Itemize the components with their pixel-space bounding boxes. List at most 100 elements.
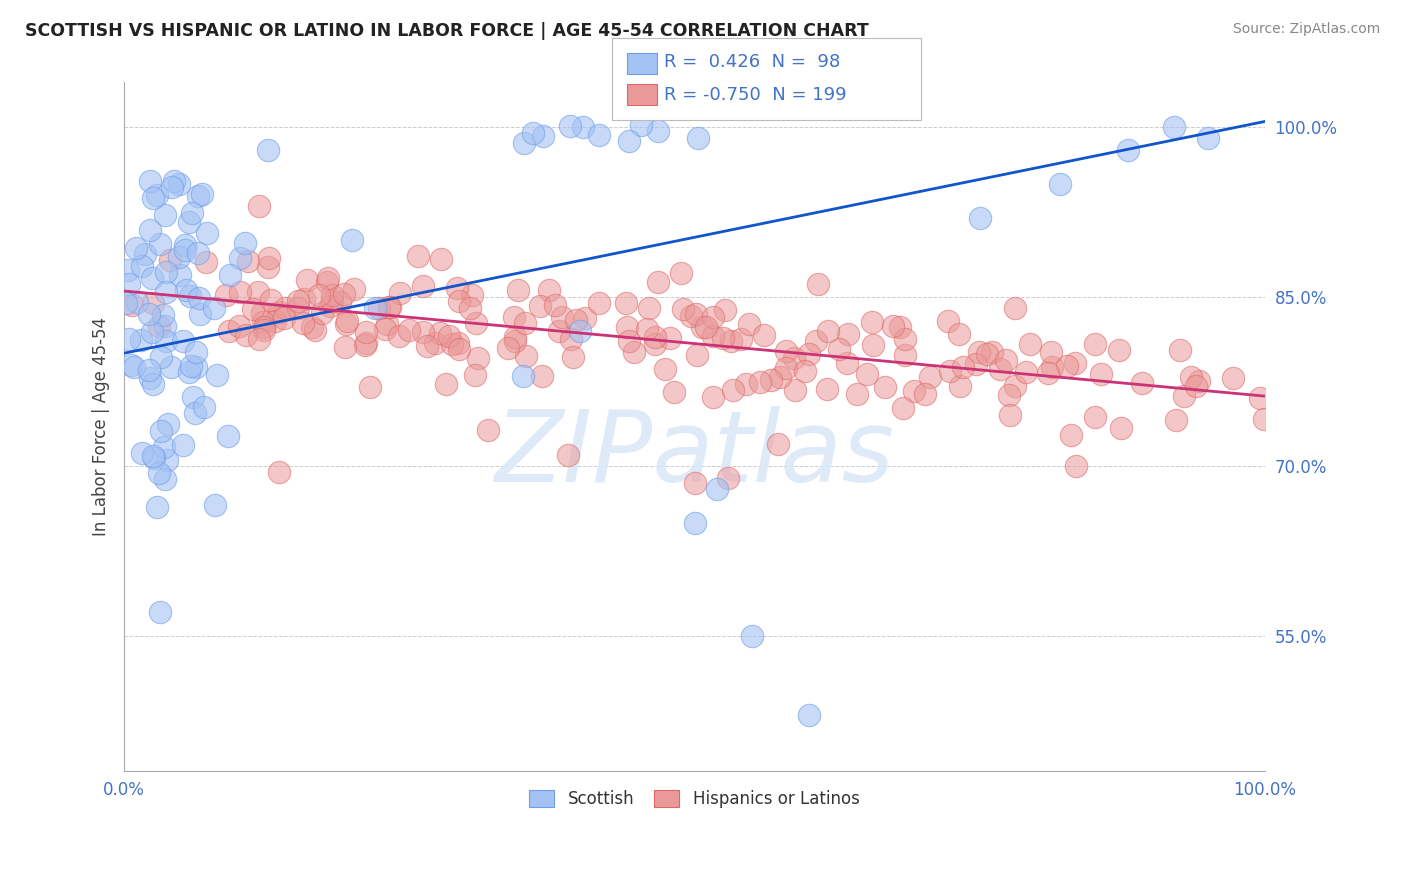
Point xyxy=(882,319,904,334)
Point xyxy=(377,300,399,314)
Point xyxy=(446,281,468,295)
Point xyxy=(174,238,197,252)
Point xyxy=(685,307,707,321)
Point xyxy=(121,358,143,372)
Point xyxy=(247,199,270,213)
Point xyxy=(936,314,959,328)
Point xyxy=(969,211,991,225)
Point xyxy=(153,440,176,454)
Point xyxy=(690,319,713,334)
Point xyxy=(686,348,709,362)
Point xyxy=(249,333,271,347)
Point xyxy=(783,384,806,398)
Point xyxy=(807,277,830,292)
Point xyxy=(153,319,176,334)
Point xyxy=(367,301,389,315)
Point xyxy=(343,282,366,296)
Point xyxy=(837,326,859,341)
Point xyxy=(775,344,797,359)
Point xyxy=(1253,412,1275,426)
Point xyxy=(195,255,218,269)
Point xyxy=(139,173,162,187)
Point xyxy=(467,351,489,365)
Point xyxy=(364,301,387,315)
Point xyxy=(561,351,583,365)
Point xyxy=(644,329,666,343)
Point xyxy=(1185,379,1208,393)
Point xyxy=(949,379,972,393)
Point xyxy=(115,296,138,310)
Point xyxy=(647,275,669,289)
Point xyxy=(218,324,240,338)
Point xyxy=(229,251,252,265)
Point xyxy=(177,365,200,379)
Point xyxy=(503,334,526,348)
Point xyxy=(193,401,215,415)
Point xyxy=(837,356,859,370)
Point xyxy=(537,283,560,297)
Point xyxy=(965,357,987,371)
Point xyxy=(529,300,551,314)
Text: R = -0.750  N = 199: R = -0.750 N = 199 xyxy=(664,86,846,103)
Point xyxy=(565,313,588,327)
Point xyxy=(416,339,439,353)
Text: SCOTTISH VS HISPANIC OR LATINO IN LABOR FORCE | AGE 45-54 CORRELATION CHART: SCOTTISH VS HISPANIC OR LATINO IN LABOR … xyxy=(25,22,869,40)
Point xyxy=(155,265,177,279)
Point xyxy=(215,288,238,302)
Point xyxy=(1109,421,1132,435)
Point xyxy=(1049,177,1071,191)
Point xyxy=(217,429,239,443)
Point xyxy=(804,334,827,348)
Point xyxy=(513,316,536,330)
Point xyxy=(141,325,163,339)
Point xyxy=(150,351,173,365)
Point xyxy=(1018,336,1040,351)
Point xyxy=(695,319,717,334)
Point xyxy=(856,367,879,381)
Point xyxy=(181,390,204,404)
Point xyxy=(291,317,314,331)
Point xyxy=(138,307,160,321)
Point xyxy=(458,301,481,315)
Point xyxy=(952,359,974,374)
Point xyxy=(336,314,359,328)
Point xyxy=(730,332,752,346)
Point xyxy=(574,310,596,325)
Point xyxy=(184,406,207,420)
Point xyxy=(167,177,190,191)
Point xyxy=(503,310,526,325)
Point xyxy=(894,348,917,362)
Point xyxy=(315,275,337,289)
Point xyxy=(146,500,169,514)
Point xyxy=(496,341,519,355)
Point xyxy=(160,179,183,194)
Point xyxy=(184,359,207,374)
Point xyxy=(998,387,1021,401)
Point xyxy=(797,707,820,722)
Point xyxy=(875,380,897,394)
Point xyxy=(630,118,652,132)
Point xyxy=(1173,389,1195,403)
Point xyxy=(173,243,195,257)
Point xyxy=(148,318,170,333)
Point xyxy=(159,359,181,374)
Point xyxy=(713,302,735,317)
Point xyxy=(860,315,883,329)
Point xyxy=(321,294,343,309)
Point xyxy=(329,295,352,310)
Point xyxy=(619,334,641,348)
Point xyxy=(723,383,745,397)
Point xyxy=(783,351,806,366)
Point xyxy=(918,370,941,384)
Point xyxy=(464,368,486,382)
Point xyxy=(1222,371,1244,385)
Point xyxy=(794,363,817,377)
Point xyxy=(190,187,212,202)
Point xyxy=(506,283,529,297)
Point xyxy=(149,605,172,619)
Point xyxy=(177,215,200,229)
Point xyxy=(172,438,194,452)
Point xyxy=(702,328,724,343)
Point xyxy=(658,331,681,345)
Point xyxy=(250,305,273,319)
